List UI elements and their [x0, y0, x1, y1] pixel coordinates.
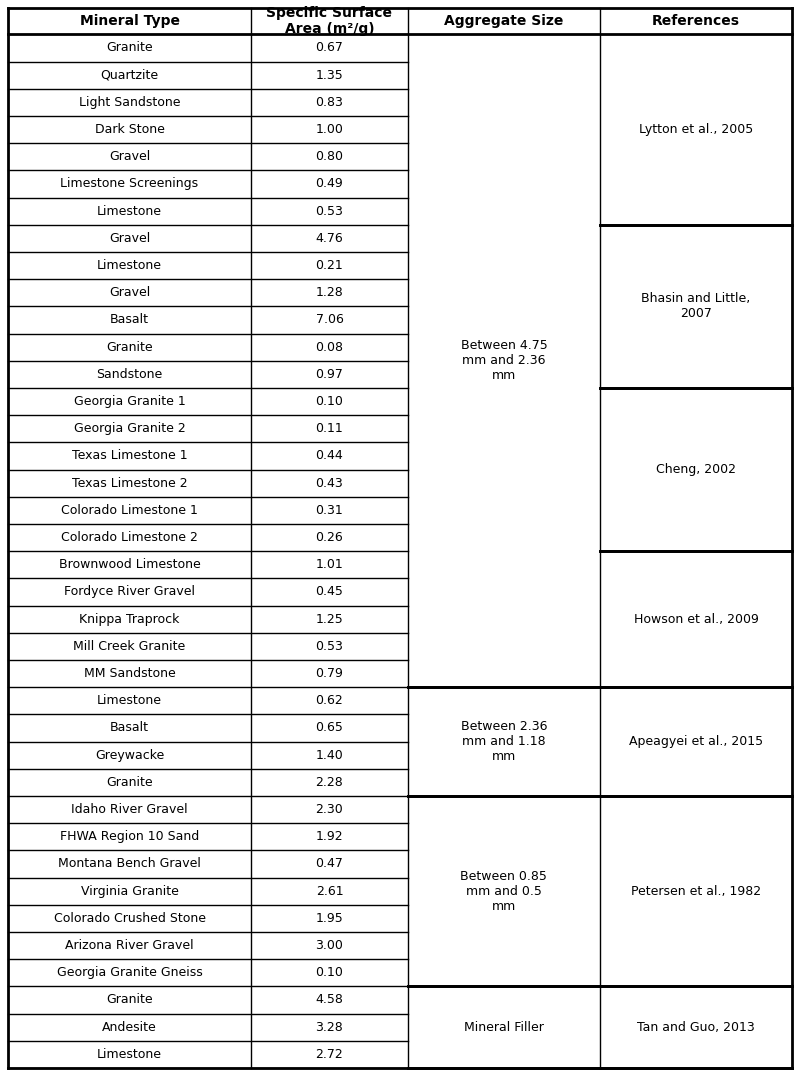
Text: Bhasin and Little,
2007: Bhasin and Little, 2007: [642, 293, 750, 321]
Text: Limestone: Limestone: [97, 259, 162, 272]
Text: 0.83: 0.83: [315, 96, 343, 109]
Text: Between 2.36
mm and 1.18
mm: Between 2.36 mm and 1.18 mm: [461, 720, 547, 763]
Text: Quartzite: Quartzite: [101, 69, 158, 82]
Text: Andesite: Andesite: [102, 1021, 157, 1034]
Text: 0.21: 0.21: [315, 259, 343, 272]
Text: Between 4.75
mm and 2.36
mm: Between 4.75 mm and 2.36 mm: [461, 339, 547, 382]
Text: 3.00: 3.00: [315, 939, 343, 952]
Text: 0.53: 0.53: [315, 640, 343, 653]
Text: Montana Bench Gravel: Montana Bench Gravel: [58, 858, 201, 870]
Text: 4.58: 4.58: [315, 993, 343, 1006]
Text: Dark Stone: Dark Stone: [94, 123, 165, 136]
Text: Mineral Type: Mineral Type: [79, 14, 179, 28]
Text: Aggregate Size: Aggregate Size: [444, 14, 563, 28]
Text: 0.26: 0.26: [315, 532, 343, 544]
Text: 2.30: 2.30: [315, 803, 343, 816]
Text: 1.92: 1.92: [316, 831, 343, 844]
Text: Idaho River Gravel: Idaho River Gravel: [71, 803, 188, 816]
Text: Limestone Screenings: Limestone Screenings: [61, 178, 198, 190]
Text: Gravel: Gravel: [109, 286, 150, 299]
Text: Light Sandstone: Light Sandstone: [78, 96, 180, 109]
Text: 0.10: 0.10: [315, 966, 343, 979]
Text: 1.25: 1.25: [315, 612, 343, 625]
Text: Lytton et al., 2005: Lytton et al., 2005: [639, 123, 753, 136]
Text: Georgia Granite 1: Georgia Granite 1: [74, 395, 186, 408]
Text: 7.06: 7.06: [315, 313, 343, 326]
Text: Texas Limestone 1: Texas Limestone 1: [72, 450, 187, 463]
Text: 0.47: 0.47: [315, 858, 343, 870]
Text: 1.01: 1.01: [315, 558, 343, 571]
Text: Apeagyei et al., 2015: Apeagyei et al., 2015: [629, 735, 763, 748]
Text: 0.80: 0.80: [315, 151, 343, 164]
Text: 0.62: 0.62: [315, 694, 343, 707]
Text: Granite: Granite: [106, 776, 153, 789]
Text: Granite: Granite: [106, 341, 153, 354]
Text: Fordyce River Gravel: Fordyce River Gravel: [64, 585, 195, 598]
Text: 1.95: 1.95: [315, 911, 343, 925]
Text: 2.72: 2.72: [315, 1048, 343, 1061]
Text: Cheng, 2002: Cheng, 2002: [656, 463, 736, 476]
Text: Sandstone: Sandstone: [96, 368, 162, 381]
Text: Gravel: Gravel: [109, 151, 150, 164]
Text: Gravel: Gravel: [109, 231, 150, 245]
Text: Greywacke: Greywacke: [95, 749, 164, 762]
Text: Georgia Granite Gneiss: Georgia Granite Gneiss: [57, 966, 202, 979]
Text: MM Sandstone: MM Sandstone: [84, 667, 175, 680]
Text: 0.49: 0.49: [315, 178, 343, 190]
Text: References: References: [652, 14, 740, 28]
Text: Colorado Limestone 2: Colorado Limestone 2: [61, 532, 198, 544]
Text: 0.31: 0.31: [315, 504, 343, 516]
Text: Granite: Granite: [106, 42, 153, 55]
Text: 4.76: 4.76: [315, 231, 343, 245]
Text: Howson et al., 2009: Howson et al., 2009: [634, 612, 758, 625]
Text: Arizona River Gravel: Arizona River Gravel: [66, 939, 194, 952]
Text: 0.43: 0.43: [315, 477, 343, 490]
Text: Colorado Limestone 1: Colorado Limestone 1: [61, 504, 198, 516]
Text: Petersen et al., 1982: Petersen et al., 1982: [631, 884, 761, 897]
Text: FHWA Region 10 Sand: FHWA Region 10 Sand: [60, 831, 199, 844]
Text: Brownwood Limestone: Brownwood Limestone: [58, 558, 200, 571]
Text: 1.00: 1.00: [315, 123, 343, 136]
Text: 0.45: 0.45: [315, 585, 343, 598]
Text: Limestone: Limestone: [97, 204, 162, 217]
Text: Virginia Granite: Virginia Granite: [81, 884, 178, 897]
Text: Between 0.85
mm and 0.5
mm: Between 0.85 mm and 0.5 mm: [461, 869, 547, 912]
Text: 0.65: 0.65: [315, 722, 343, 735]
Text: 1.35: 1.35: [315, 69, 343, 82]
Text: Georgia Granite 2: Georgia Granite 2: [74, 422, 186, 436]
Text: 0.44: 0.44: [315, 450, 343, 463]
Text: 0.67: 0.67: [315, 42, 343, 55]
Text: 3.28: 3.28: [315, 1021, 343, 1034]
Text: 0.79: 0.79: [315, 667, 343, 680]
Text: Texas Limestone 2: Texas Limestone 2: [72, 477, 187, 490]
Text: 0.53: 0.53: [315, 204, 343, 217]
Text: 0.97: 0.97: [315, 368, 343, 381]
Text: Granite: Granite: [106, 993, 153, 1006]
Text: 0.08: 0.08: [315, 341, 343, 354]
Text: Basalt: Basalt: [110, 722, 149, 735]
Text: 2.61: 2.61: [316, 884, 343, 897]
Text: 1.40: 1.40: [315, 749, 343, 762]
Text: Basalt: Basalt: [110, 313, 149, 326]
Text: Mineral Filler: Mineral Filler: [464, 1021, 544, 1034]
Text: 1.28: 1.28: [315, 286, 343, 299]
Text: 0.11: 0.11: [315, 422, 343, 436]
Text: Knippa Traprock: Knippa Traprock: [79, 612, 180, 625]
Text: Limestone: Limestone: [97, 1048, 162, 1061]
Text: Specific Surface
Area (m²/g): Specific Surface Area (m²/g): [266, 6, 393, 37]
Text: Mill Creek Granite: Mill Creek Granite: [74, 640, 186, 653]
Text: Limestone: Limestone: [97, 694, 162, 707]
Text: 0.10: 0.10: [315, 395, 343, 408]
Text: Colorado Crushed Stone: Colorado Crushed Stone: [54, 911, 206, 925]
Text: Tan and Guo, 2013: Tan and Guo, 2013: [637, 1021, 755, 1034]
Text: 2.28: 2.28: [315, 776, 343, 789]
